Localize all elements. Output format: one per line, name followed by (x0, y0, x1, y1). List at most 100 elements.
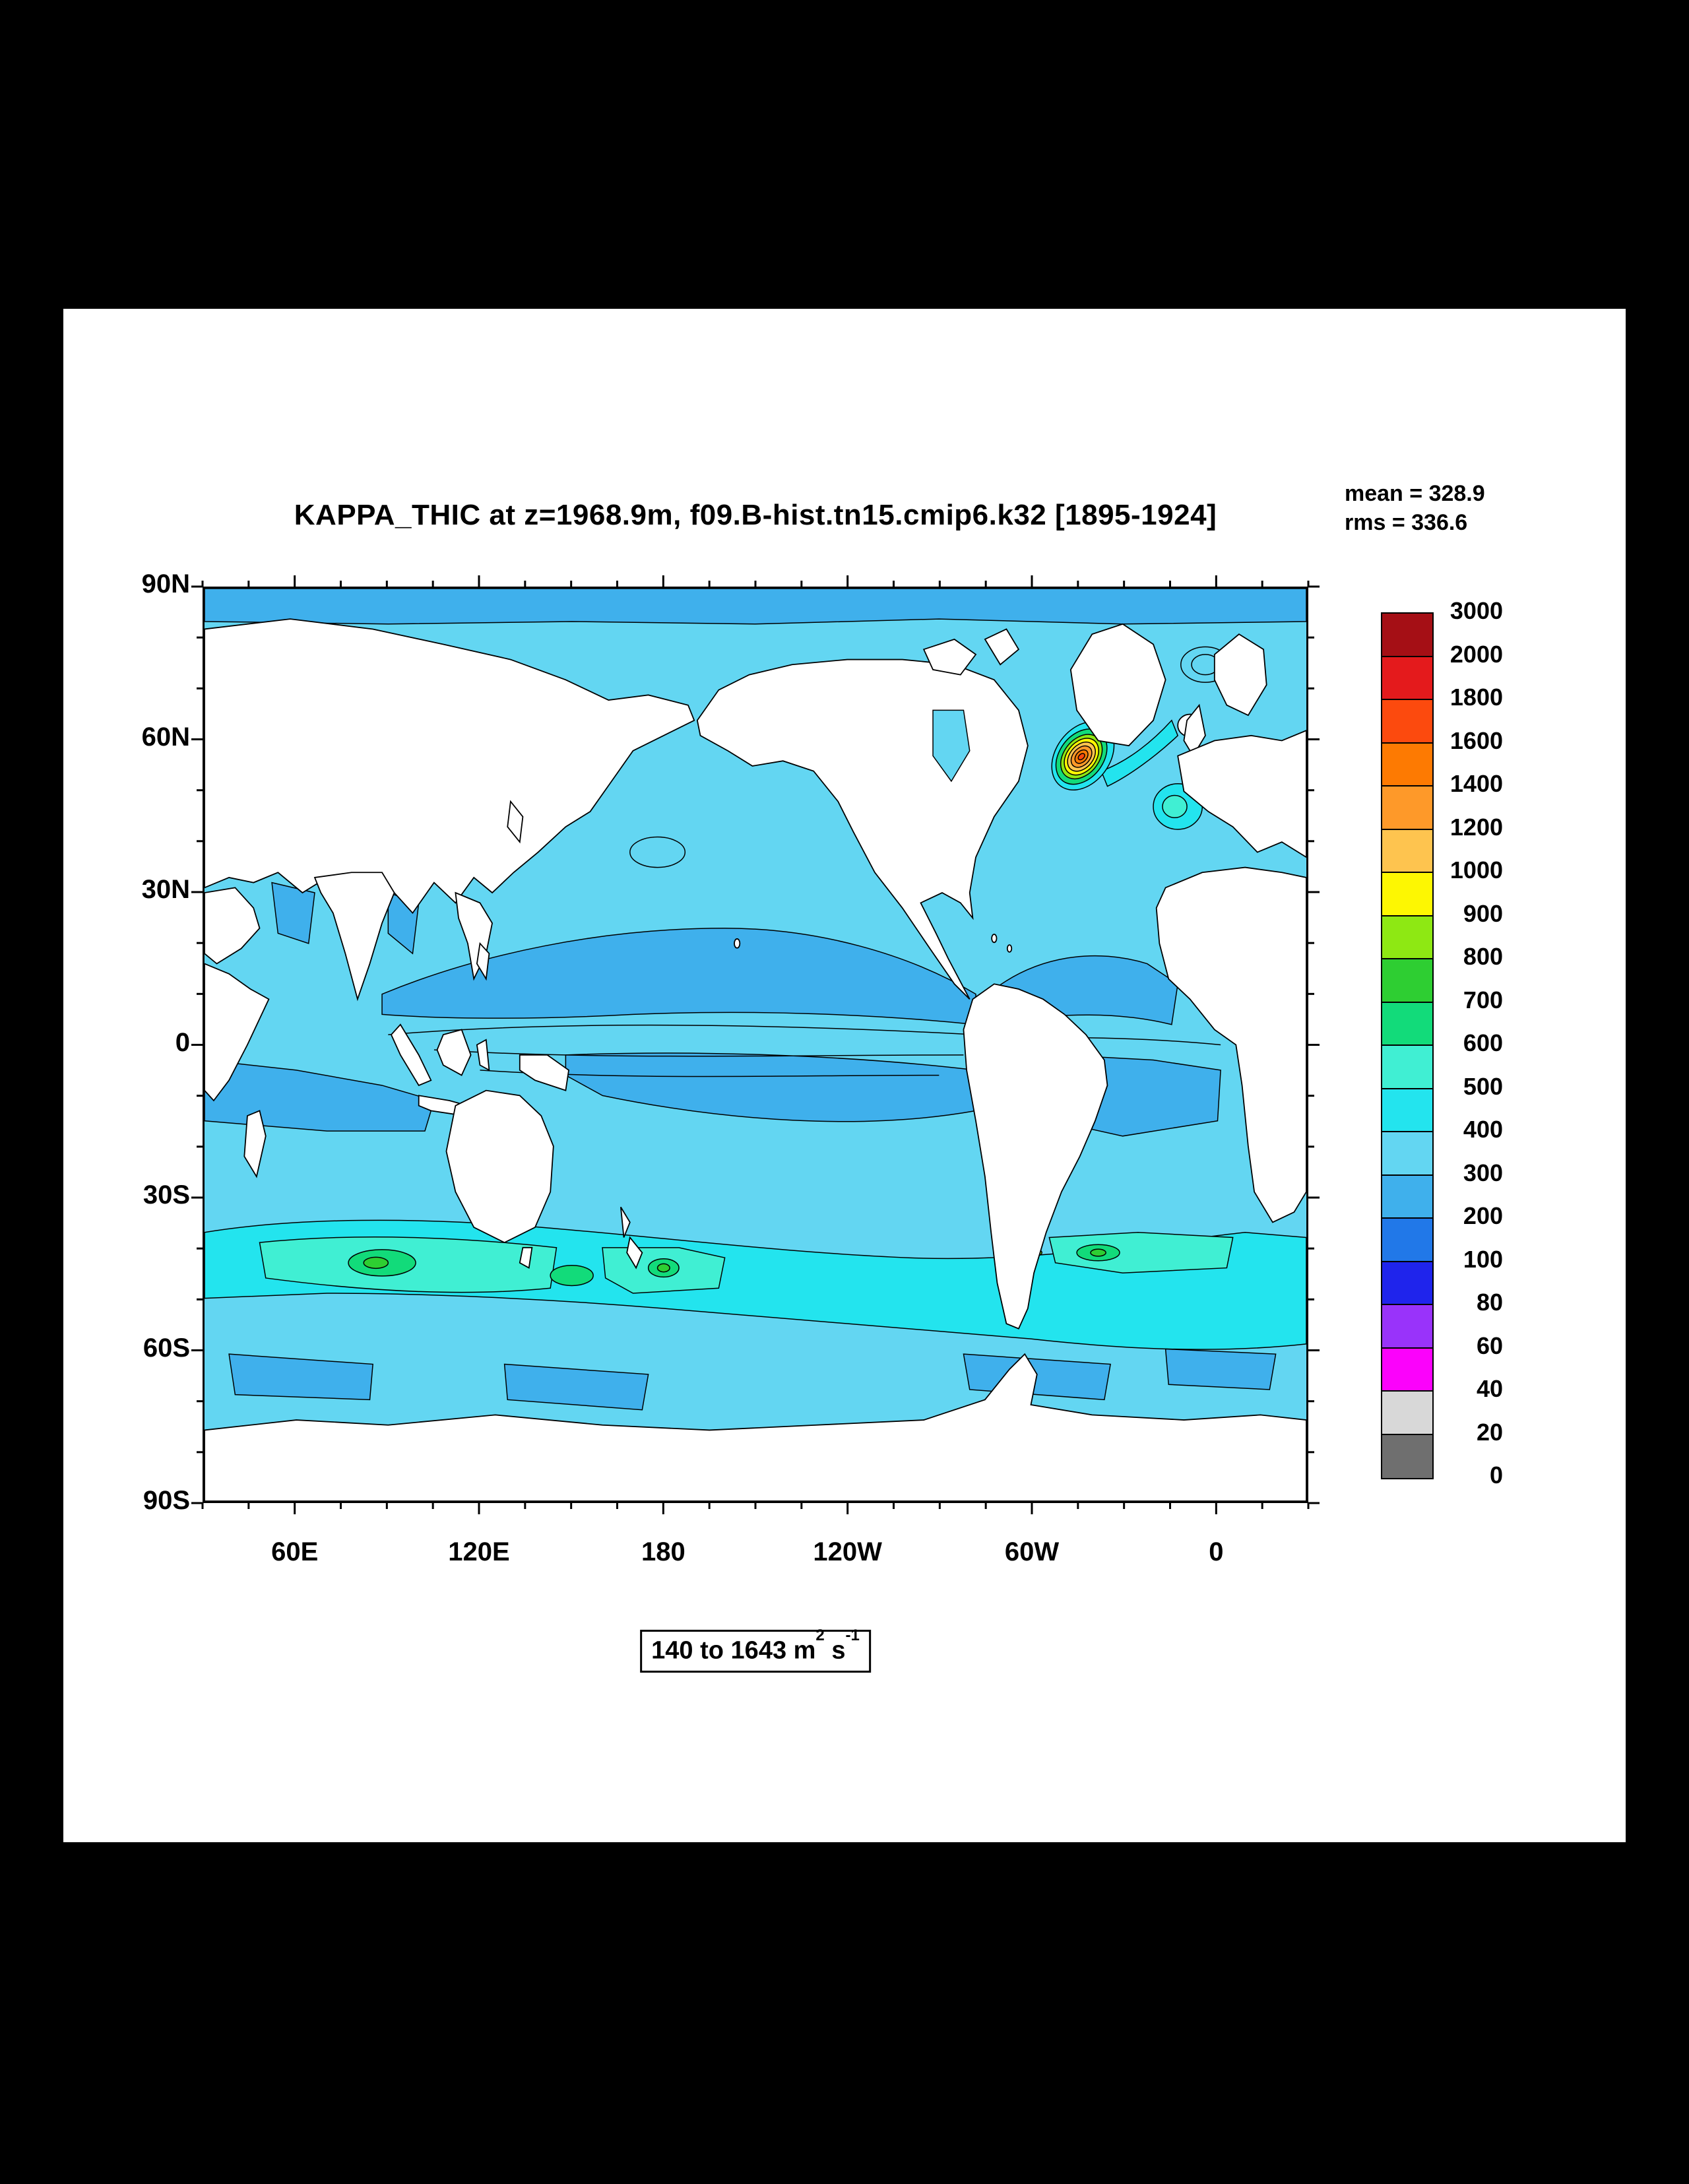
colorbar-label: 20 (1476, 1418, 1503, 1446)
colorbar-label: 500 (1463, 1072, 1503, 1100)
colorbar-box (1382, 700, 1432, 744)
y-axis-label: 0 (175, 1027, 190, 1057)
canadian-arctic-2 (985, 629, 1019, 664)
land-mask (205, 619, 1306, 1501)
colorbar-box (1382, 657, 1432, 700)
continent-africa-east (205, 964, 269, 1101)
southern-turquoise-3 (1049, 1233, 1232, 1273)
hotspot-core-1600 (1078, 752, 1085, 761)
colorbar-label: 700 (1463, 986, 1503, 1013)
southern-green-core-3 (1091, 1249, 1106, 1256)
colorbar-label: 400 (1463, 1116, 1503, 1143)
colorbar-label: 1000 (1450, 856, 1503, 883)
plot-title: KAPPA_THIC at z=1968.9m, f09.B-hist.tn15… (294, 499, 1217, 531)
colorbar-box (1382, 1089, 1432, 1132)
continent-south-america (963, 984, 1107, 1328)
colorbar-box (1382, 1002, 1432, 1046)
sumatra (391, 1025, 431, 1085)
colorbar-label: 1200 (1450, 813, 1503, 841)
sulawesi (477, 1040, 490, 1070)
y-axis-label: 60S (143, 1333, 190, 1363)
colorbar-box (1382, 1262, 1432, 1305)
polar-south-patch-1 (229, 1354, 373, 1399)
colorbar-label: 1400 (1450, 770, 1503, 797)
labrador-hotspot (1046, 709, 1119, 802)
northeast-atlantic-core (1163, 795, 1187, 818)
new-zealand-north (621, 1207, 630, 1237)
colorbar-box (1382, 1305, 1432, 1349)
mean-value: mean = 328.9 (1345, 481, 1485, 506)
colorbar-box (1382, 1219, 1432, 1262)
map-frame (203, 587, 1308, 1503)
colorbar-box (1382, 743, 1432, 787)
y-axis-label: 30S (143, 1180, 190, 1209)
y-axis-label: 60N (141, 722, 190, 752)
hudson-bay (933, 710, 970, 781)
colorbar-box (1382, 1046, 1432, 1089)
x-axis-label: 60W (1004, 1537, 1060, 1566)
continent-africa-west (1157, 868, 1306, 1223)
colorbar (1381, 612, 1434, 1479)
scandinavia (1215, 634, 1267, 715)
range-units: s (824, 1636, 846, 1665)
borneo (437, 1029, 471, 1075)
hawaii (734, 939, 740, 948)
colorbar-label: 800 (1463, 943, 1503, 970)
tasmania (520, 1248, 532, 1268)
arabian-peninsula (205, 887, 260, 963)
colorbar-label: 200 (1463, 1202, 1503, 1229)
axis-ticks (191, 575, 1320, 1514)
colorbar-label: 100 (1463, 1245, 1503, 1273)
colorbar-label: 80 (1476, 1289, 1503, 1316)
contour-fill-patches (205, 589, 1306, 1410)
caribbean-island-1 (992, 934, 996, 942)
plot-stats: mean = 328.9 rms = 336.6 (1345, 479, 1485, 537)
figure-canvas: KAPPA_THIC at z=1968.9m, f09.B-hist.tn15… (63, 309, 1626, 1842)
colorbar-label: 1800 (1450, 684, 1503, 711)
southern-green-core-2 (658, 1264, 670, 1271)
southern-green-2 (550, 1266, 593, 1286)
data-range-box: 140 to 1643 m2 s-1 (640, 1626, 871, 1673)
colorbar-label: 300 (1463, 1159, 1503, 1186)
antarctica (205, 1354, 1306, 1501)
continent-asia (205, 619, 694, 913)
colorbar-box (1382, 614, 1432, 657)
colorbar-label: 3000 (1450, 597, 1503, 624)
japan (507, 802, 523, 842)
caribbean-island-2 (1007, 945, 1011, 952)
colorbar-label: 40 (1476, 1375, 1503, 1402)
colorbar-box (1382, 1434, 1432, 1478)
australia (446, 1091, 553, 1243)
y-axis-label: 30N (141, 875, 190, 904)
south-indian-band (205, 1060, 434, 1132)
hotspot-tail (1101, 721, 1178, 787)
equator-contour-2 (434, 1050, 964, 1056)
colorbar-label: 60 (1476, 1332, 1503, 1359)
continent-europe (1178, 730, 1306, 857)
southern-green-core-1 (364, 1257, 388, 1268)
x-axis-label: 120E (448, 1537, 510, 1566)
colorbar-box (1382, 1175, 1432, 1219)
colorbar-box (1382, 916, 1432, 959)
colorbar-label: 1600 (1450, 726, 1503, 754)
x-axis-label: 180 (641, 1537, 685, 1566)
arctic-band (205, 589, 1306, 624)
canadian-arctic-1 (924, 639, 976, 675)
rms-value: rms = 336.6 (1345, 510, 1468, 535)
new-guinea (520, 1055, 569, 1091)
polar-south-patch-4 (1166, 1349, 1276, 1390)
madagascar (244, 1110, 265, 1176)
colorbar-label: 600 (1463, 1029, 1503, 1056)
range-text: 140 to 1643 m (651, 1636, 816, 1665)
british-isles (1184, 705, 1205, 756)
y-axis-label: 90N (141, 569, 190, 598)
colorbar-label: 0 (1489, 1461, 1503, 1489)
colorbar-box (1382, 787, 1432, 830)
colorbar-label: 900 (1463, 899, 1503, 927)
colorbar-label: 2000 (1450, 640, 1503, 668)
philippines (477, 944, 490, 979)
colorbar-box (1382, 1348, 1432, 1392)
range-exponent-1: 2 (815, 1626, 825, 1644)
polar-south-patch-2 (505, 1365, 649, 1410)
north-pacific-ring-contour (630, 837, 685, 867)
